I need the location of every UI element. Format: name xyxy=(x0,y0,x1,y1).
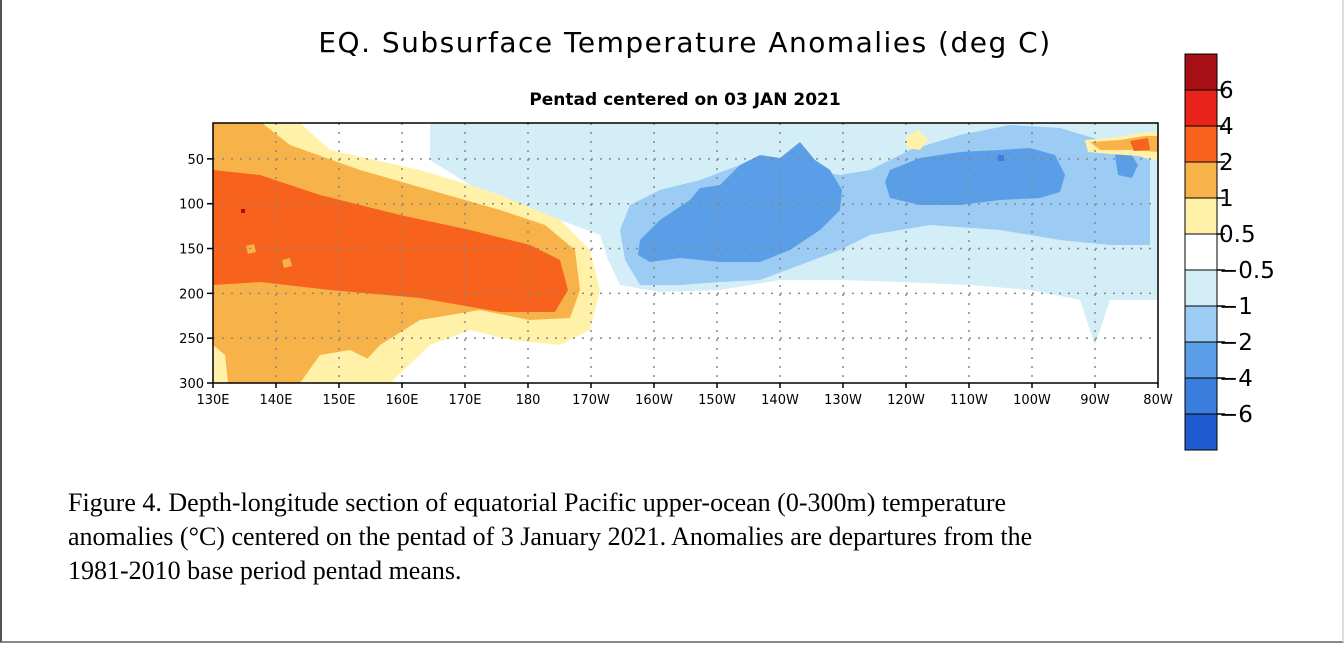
anomaly-region xyxy=(213,170,568,312)
anomaly-region xyxy=(282,258,292,268)
anomaly-region xyxy=(241,209,245,213)
colorbar-swatch xyxy=(1184,125,1218,163)
x-tick-label: 150E xyxy=(322,393,355,408)
colorbar-swatch xyxy=(1184,377,1218,415)
y-tick-label: 200 xyxy=(179,287,204,302)
chart-title: EQ. Subsurface Temperature Anomalies (de… xyxy=(318,26,1052,59)
caption-line-1: Figure 4. Depth-longitude section of equ… xyxy=(68,488,1007,517)
colorbar-swatch xyxy=(1184,233,1218,271)
colorbar-label: −2 xyxy=(1219,330,1253,356)
colorbar-label: 2 xyxy=(1219,150,1234,176)
colorbar-label: 1 xyxy=(1219,186,1234,212)
colorbar-label: 4 xyxy=(1219,114,1234,140)
x-tick-label: 160W xyxy=(635,393,673,408)
anomaly-region xyxy=(998,155,1004,161)
colorbar-swatch xyxy=(1184,341,1218,379)
x-tick-label: 140E xyxy=(259,393,292,408)
x-tick-label: 150W xyxy=(698,393,736,408)
anomaly-region xyxy=(213,345,228,383)
anomaly-region xyxy=(1130,138,1150,151)
x-tick-label: 170W xyxy=(572,393,610,408)
colorbar-swatch xyxy=(1184,305,1218,343)
anomaly-region xyxy=(300,350,395,383)
colorbar-label: 6 xyxy=(1219,78,1234,104)
colorbar-swatch xyxy=(1184,89,1218,127)
colorbar-swatch xyxy=(1184,269,1218,307)
x-tick-label: 140W xyxy=(761,393,799,408)
x-tick-label: 130E xyxy=(196,393,229,408)
x-tick-label: 80W xyxy=(1143,393,1173,408)
x-tick-label: 90W xyxy=(1080,393,1110,408)
colorbar-label: −6 xyxy=(1219,402,1253,428)
x-tick-label: 170E xyxy=(448,393,481,408)
y-tick-label: 150 xyxy=(179,243,204,258)
y-tick-label: 50 xyxy=(187,153,204,168)
x-tick-label: 130W xyxy=(824,393,862,408)
x-tick-label: 120W xyxy=(887,393,925,408)
colorbar-label: 0.5 xyxy=(1219,222,1256,248)
anomaly-region xyxy=(638,142,842,262)
x-tick-label: 180 xyxy=(516,393,541,408)
anomaly-region xyxy=(905,130,928,150)
plot-frame xyxy=(212,122,1159,384)
x-tick-label: 160E xyxy=(385,393,418,408)
figure-caption: Figure 4. Depth-longitude section of equ… xyxy=(68,486,1288,588)
anomaly-region xyxy=(885,148,1065,205)
colorbar-swatch xyxy=(1184,53,1218,91)
y-tick-label: 250 xyxy=(179,332,204,347)
caption-line-2: anomalies (°C) centered on the pentad of… xyxy=(68,522,1033,551)
y-tick-label: 300 xyxy=(179,377,204,392)
colorbar-label: −0.5 xyxy=(1219,258,1275,284)
anomaly-field xyxy=(213,123,1158,383)
x-tick-label: 110W xyxy=(950,393,988,408)
chart-subtitle: Pentad centered on 03 JAN 2021 xyxy=(529,90,841,110)
colorbar-swatch xyxy=(1184,197,1218,235)
colorbar-label: −4 xyxy=(1219,366,1253,392)
colorbar-label: −1 xyxy=(1219,294,1253,320)
caption-line-3: 1981-2010 base period pentad means. xyxy=(68,556,462,585)
colorbar-swatch xyxy=(1184,161,1218,199)
colorbar-swatch xyxy=(1184,413,1218,451)
y-tick-label: 100 xyxy=(179,198,204,213)
grid-lines xyxy=(213,123,1158,383)
x-tick-label: 100W xyxy=(1013,393,1051,408)
